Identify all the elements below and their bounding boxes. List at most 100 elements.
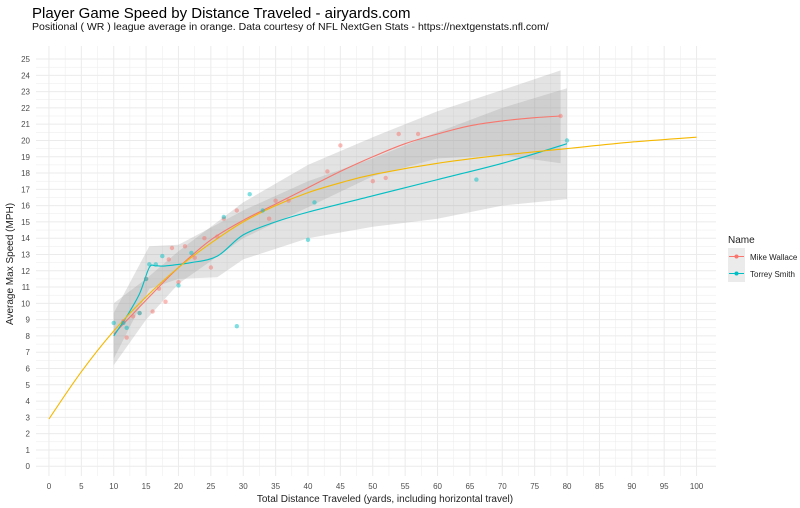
point-torrey-smith xyxy=(143,276,149,282)
chart-subtitle: Positional ( WR ) league average in oran… xyxy=(32,21,549,33)
trend-lines xyxy=(48,115,697,420)
point-mike-wallace xyxy=(150,309,155,314)
axes: 0 5 10 15 20 25 30 35 40 45 50 55 60 65 70 75 80 85 90 95 10… xyxy=(21,55,704,491)
y-tick-label: 19 xyxy=(21,153,30,162)
y-tick-label: 18 xyxy=(21,169,30,178)
y-tick-label: 0 xyxy=(26,462,31,471)
point-torrey-smith xyxy=(305,237,311,242)
point-torrey-smith xyxy=(124,325,129,330)
y-tick-label: 17 xyxy=(21,185,30,194)
y-tick-label: 9 xyxy=(26,316,31,325)
trend-line-mike-wallace xyxy=(113,115,561,335)
y-tick-label: 7 xyxy=(26,348,31,357)
point-torrey-smith xyxy=(137,310,142,316)
confidence-band-torrey-smith xyxy=(113,88,567,359)
point-mike-wallace xyxy=(208,265,214,270)
point-mike-wallace xyxy=(415,131,421,137)
x-tick-label: 50 xyxy=(368,482,377,491)
x-tick-label: 10 xyxy=(109,482,118,491)
point-mike-wallace xyxy=(370,179,375,184)
x-tick-label: 5 xyxy=(79,482,84,491)
y-tick-label: 16 xyxy=(21,202,30,211)
point-mike-wallace xyxy=(163,299,168,304)
point-torrey-smith xyxy=(234,324,239,329)
x-tick-label: 15 xyxy=(142,482,151,491)
legend-label-torrey-smith: Torrey Smith xyxy=(750,270,795,279)
x-tick-label: 45 xyxy=(336,482,345,491)
y-tick-label: 24 xyxy=(21,71,30,80)
x-tick-label: 20 xyxy=(174,482,183,491)
x-tick-label: 40 xyxy=(304,482,313,491)
point-mike-wallace xyxy=(234,208,239,213)
confidence-band-mike-wallace xyxy=(113,70,561,366)
x-tick-label: 90 xyxy=(627,482,636,491)
legend: Name Mike Wallace Torrey Smith xyxy=(728,235,798,282)
y-tick-label: 10 xyxy=(21,299,30,308)
x-tick-label: 75 xyxy=(530,482,539,491)
x-tick-label: 70 xyxy=(498,482,507,491)
data-points xyxy=(111,113,570,340)
point-torrey-smith xyxy=(312,200,317,205)
y-tick-label: 2 xyxy=(26,430,31,439)
point-mike-wallace xyxy=(215,234,220,239)
y-tick-label: 3 xyxy=(26,413,31,422)
point-mike-wallace xyxy=(396,131,401,137)
point-torrey-smith xyxy=(189,250,194,256)
y-tick-label: 12 xyxy=(21,267,30,276)
point-mike-wallace xyxy=(124,335,129,340)
chart-title: Player Game Speed by Distance Traveled -… xyxy=(32,5,411,22)
x-axis-label: Total Distance Traveled (yards, includin… xyxy=(257,494,513,505)
trend-line-torrey-smith xyxy=(113,143,568,337)
y-tick-label: 13 xyxy=(21,250,30,259)
point-torrey-smith xyxy=(564,138,570,143)
point-torrey-smith xyxy=(221,214,226,220)
x-tick-label: 35 xyxy=(271,482,280,491)
y-tick-label: 5 xyxy=(26,381,31,390)
y-tick-label: 21 xyxy=(21,120,30,129)
y-tick-label: 6 xyxy=(26,365,31,374)
y-tick-label: 25 xyxy=(21,55,30,64)
point-mike-wallace xyxy=(325,169,330,174)
trend-line-league-average xyxy=(48,136,697,420)
point-mike-wallace xyxy=(273,198,278,203)
x-tick-label: 85 xyxy=(595,482,604,491)
point-mike-wallace xyxy=(383,175,388,181)
point-torrey-smith xyxy=(121,320,126,326)
y-tick-label: 1 xyxy=(26,446,31,455)
point-mike-wallace xyxy=(130,314,136,319)
point-mike-wallace xyxy=(266,216,272,221)
y-tick-label: 22 xyxy=(21,104,30,113)
point-torrey-smith xyxy=(176,283,181,288)
y-tick-label: 11 xyxy=(22,283,31,292)
x-tick-label: 25 xyxy=(206,482,215,491)
point-mike-wallace xyxy=(169,245,175,251)
x-tick-label: 100 xyxy=(690,482,704,491)
point-torrey-smith xyxy=(147,262,152,267)
y-tick-label: 15 xyxy=(21,218,30,227)
point-mike-wallace xyxy=(558,113,563,119)
point-torrey-smith xyxy=(160,253,165,259)
x-tick-label: 0 xyxy=(47,482,52,491)
point-torrey-smith xyxy=(111,320,116,326)
y-tick-label: 20 xyxy=(21,136,30,145)
x-tick-label: 60 xyxy=(433,482,442,491)
y-axis-label: Average Max Speed (MPH) xyxy=(5,203,16,325)
x-tick-label: 30 xyxy=(239,482,248,491)
legend-label-mike-wallace: Mike Wallace xyxy=(750,253,798,262)
point-mike-wallace xyxy=(176,280,181,285)
grid xyxy=(36,46,716,476)
x-tick-label: 55 xyxy=(401,482,410,491)
confidence-bands xyxy=(113,70,567,366)
y-tick-label: 14 xyxy=(21,234,30,243)
y-tick-label: 23 xyxy=(21,88,30,97)
point-torrey-smith xyxy=(260,208,265,213)
x-tick-label: 80 xyxy=(563,482,572,491)
point-mike-wallace xyxy=(182,244,188,249)
point-torrey-smith xyxy=(247,192,252,197)
y-tick-label: 8 xyxy=(26,332,31,341)
y-tick-label: 4 xyxy=(26,397,31,406)
point-torrey-smith xyxy=(474,177,479,182)
point-mike-wallace xyxy=(286,198,291,203)
